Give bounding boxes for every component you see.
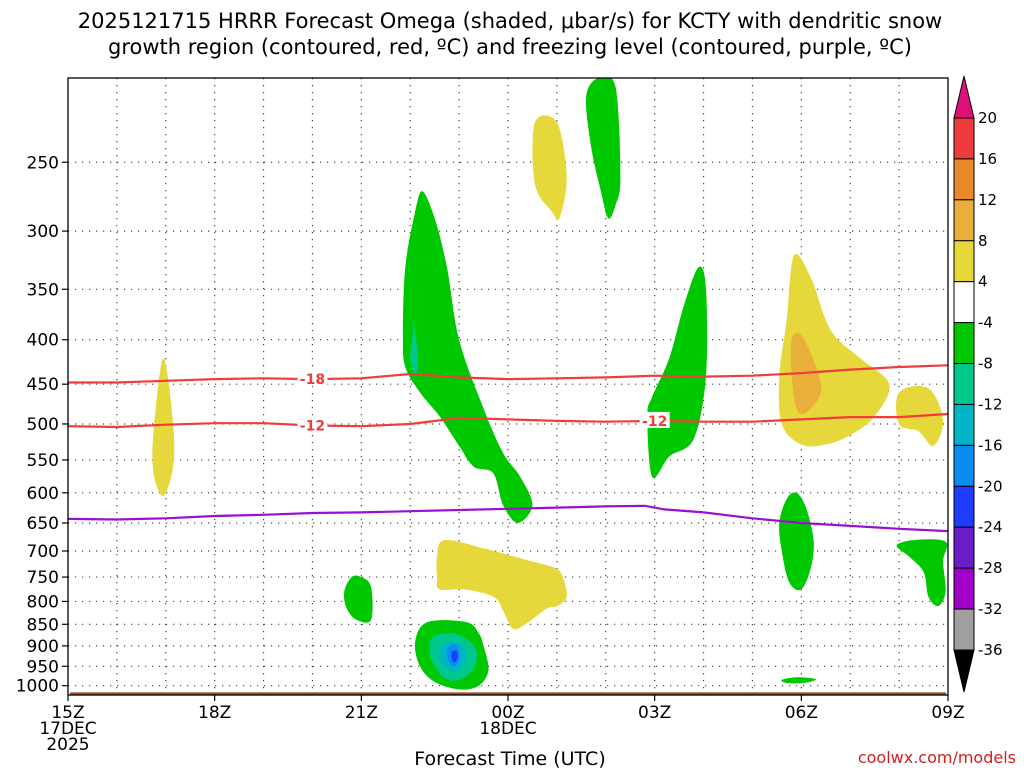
chart-title-line1: 2025121715 HRRR Forecast Omega (shaded, … — [78, 9, 942, 33]
omega-region-subsidence-0030z-upper — [532, 115, 567, 221]
colorbar-tick-label: -36 — [978, 641, 1003, 659]
y-tick-label: 700 — [27, 542, 59, 562]
x-tick-label: 2025 — [46, 735, 89, 755]
x-tick-label: 00Z — [491, 703, 524, 723]
colorbar-band — [953, 158, 975, 201]
colorbar-bottom-arrow — [953, 649, 975, 693]
colorbar-band — [953, 240, 975, 283]
colorbar-tick-label: 16 — [978, 150, 997, 168]
contour-label-dgz-minus12: -12 — [300, 418, 325, 434]
contour-label-bg-dgz-minus18 — [297, 370, 328, 387]
colorbar-band — [953, 403, 975, 446]
omega-region-updraft-08z-lower — [896, 539, 948, 607]
colorbar: 20 16 12 8 4 -4 -8 -12 -16 -20 -24 -28 -32 -36 — [953, 75, 1003, 693]
omega-region-updraft-main-core — [410, 319, 419, 376]
omega-region-subsidence-1630z — [152, 358, 175, 496]
y-tick-label: 800 — [27, 592, 59, 612]
omega-region-updraft-2230z-core4 — [451, 650, 458, 663]
contour-dgz-minus18 — [68, 364, 948, 384]
terrain-ground — [70, 692, 946, 695]
colorbar-band — [953, 117, 975, 160]
omega-region-subsidence-2330z-mid — [436, 539, 567, 630]
colorbar-band — [953, 608, 975, 651]
colorbar-band — [953, 567, 975, 610]
y-axis-ticks: 2503003504004505005506006507007508008509… — [16, 153, 68, 697]
colorbar-tick-label: -32 — [978, 600, 1003, 618]
colorbar-tick-label: -24 — [978, 518, 1003, 536]
colorbar-tick-label: 20 — [978, 109, 997, 127]
colorbar-band — [953, 444, 975, 487]
contour-label-bg-dgz-minus12-right — [639, 411, 670, 428]
colorbar-band — [953, 363, 975, 405]
y-tick-label: 300 — [27, 222, 59, 242]
y-tick-label: 350 — [27, 280, 59, 300]
omega-region-updraft-05z-lower — [779, 492, 814, 591]
colorbar-band — [953, 199, 975, 242]
x-tick-label: 03Z — [638, 703, 671, 723]
y-tick-label: 400 — [27, 331, 59, 351]
x-tick-label: 17DEC — [39, 719, 96, 739]
colorbar-top-arrow — [953, 75, 975, 119]
y-tick-label: 250 — [27, 153, 59, 173]
x-tick-label: 06Z — [785, 703, 818, 723]
omega-shaded-regions — [152, 78, 948, 690]
x-tick-label: 21Z — [345, 703, 378, 723]
omega-region-updraft-top-01z — [585, 78, 621, 219]
y-tick-label: 600 — [27, 484, 59, 504]
colorbar-tick-label: -20 — [978, 477, 1003, 495]
colorbar-band — [953, 281, 975, 324]
x-axis-label: Forecast Time (UTC) — [414, 748, 605, 768]
colorbar-tick-label: 4 — [978, 273, 988, 291]
y-tick-label: 1000 — [16, 677, 59, 697]
omega-region-updraft-main-column — [402, 191, 533, 523]
colorbar-band — [953, 526, 975, 569]
colorbar-tick-label: -28 — [978, 559, 1003, 577]
contour-freezing-level — [68, 504, 948, 533]
colorbar-tick-label: -8 — [978, 355, 993, 373]
contour-label-dgz-minus12-right: -12 — [642, 414, 667, 430]
colorbar-tick-label: 8 — [978, 232, 988, 250]
contour-label-dgz-minus18: -18 — [300, 372, 325, 388]
omega-region-updraft-03z-column — [647, 266, 708, 479]
y-tick-label: 850 — [27, 615, 59, 635]
colorbar-tick-label: 12 — [978, 191, 997, 209]
credit-text: coolwx.com/models — [858, 748, 1016, 767]
y-tick-label: 750 — [27, 568, 59, 588]
x-tick-label: 18DEC — [479, 719, 536, 739]
y-tick-label: 950 — [27, 657, 59, 677]
y-tick-label: 500 — [27, 415, 59, 435]
colorbar-tick-label: -12 — [978, 395, 1003, 413]
contour-dgz-minus12 — [68, 412, 948, 429]
omega-region-updraft-21z-lower — [343, 575, 373, 623]
colorbar-band — [953, 322, 975, 365]
terrain-layer — [70, 692, 946, 695]
x-tick-label: 18Z — [198, 703, 231, 723]
colorbar-tick-label: -16 — [978, 436, 1003, 454]
contour-label-bg-dgz-minus12 — [297, 416, 328, 433]
y-tick-label: 550 — [27, 451, 59, 471]
y-tick-label: 450 — [27, 375, 59, 395]
colorbar-band — [953, 485, 975, 528]
y-tick-label: 650 — [27, 514, 59, 534]
chart-title-line2: growth region (contoured, red, ºC) and f… — [108, 35, 912, 59]
colorbar-tick-label: -4 — [978, 314, 993, 332]
omega-region-updraft-05z-surface — [781, 677, 817, 684]
y-tick-label: 900 — [27, 637, 59, 657]
x-tick-label: 09Z — [931, 703, 964, 723]
x-tick-label: 15Z — [51, 703, 84, 723]
temperature-contours: -18 -12 -12 — [68, 364, 948, 533]
